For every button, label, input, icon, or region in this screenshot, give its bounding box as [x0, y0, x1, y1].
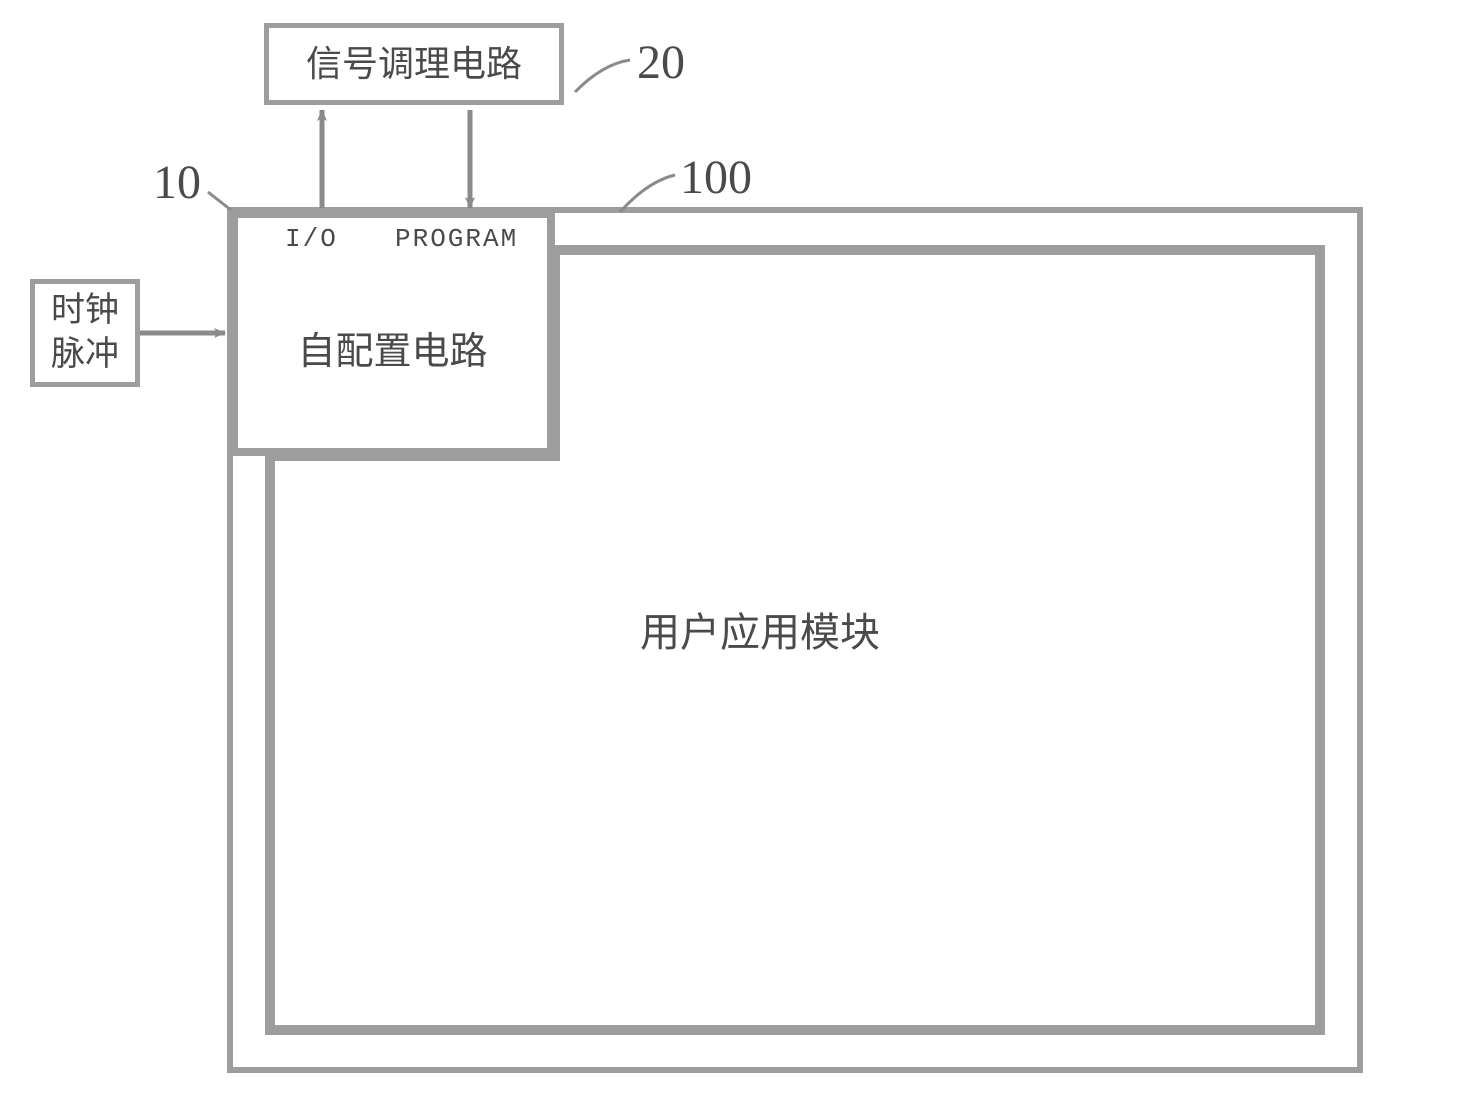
block-signal-conditioning: 信号调理电路 — [264, 23, 564, 105]
ref-label-20: 20 — [637, 35, 685, 90]
leader-l100 — [620, 175, 675, 212]
block-signal-label: 信号调理电路 — [306, 41, 522, 88]
ref-label-100: 100 — [680, 150, 752, 205]
diagram-canvas: 时钟脉冲 信号调理电路 用户应用模块 自配置电路 I/O PROGRAM 10 … — [0, 0, 1468, 1107]
block-clock-pulse: 时钟脉冲 — [30, 279, 140, 387]
ref-label-10: 10 — [153, 155, 201, 210]
port-label-io: I/O — [285, 224, 338, 254]
leader-l20 — [575, 60, 630, 92]
block-user-app-label: 用户应用模块 — [640, 600, 880, 658]
block-clock-label: 时钟脉冲 — [51, 289, 119, 377]
block-self-config-label: 自配置电路 — [297, 328, 487, 377]
port-label-program: PROGRAM — [395, 224, 518, 254]
